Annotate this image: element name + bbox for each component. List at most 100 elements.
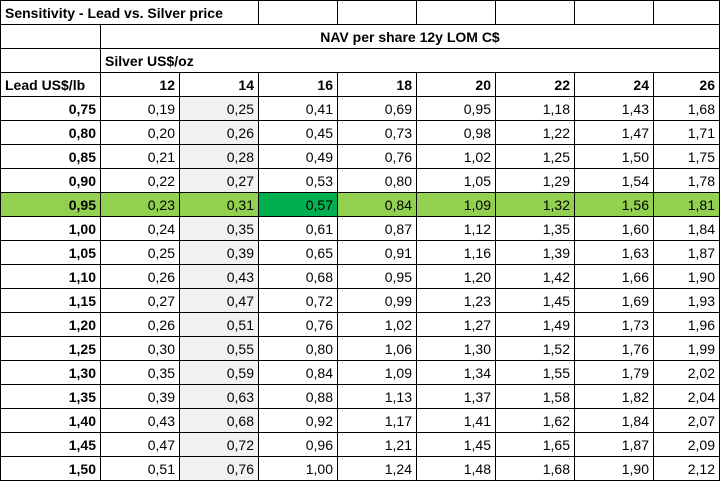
nav-value-cell[interactable]: 1,43 [574, 96, 654, 121]
nav-value-cell[interactable]: 0,57 [258, 192, 338, 217]
empty-cell[interactable] [0, 24, 101, 49]
nav-value-cell[interactable]: 1,50 [574, 144, 654, 169]
lead-price-cell[interactable]: 1,20 [0, 312, 101, 337]
nav-value-cell[interactable]: 1,06 [337, 336, 417, 361]
nav-value-cell[interactable]: 1,42 [495, 264, 575, 289]
nav-value-cell[interactable]: 0,68 [258, 264, 338, 289]
table-title[interactable]: Sensitivity - Lead vs. Silver price [0, 0, 259, 25]
lead-price-cell[interactable]: 1,05 [0, 240, 101, 265]
nav-value-cell[interactable]: 0,47 [179, 288, 259, 313]
lead-price-cell[interactable]: 1,40 [0, 408, 101, 433]
nav-value-cell[interactable]: 1,90 [574, 456, 654, 481]
nav-value-cell[interactable]: 1,78 [653, 168, 720, 193]
nav-value-cell[interactable]: 2,02 [653, 360, 720, 385]
nav-value-cell[interactable]: 0,35 [100, 360, 180, 385]
nav-value-cell[interactable]: 0,21 [100, 144, 180, 169]
nav-value-cell[interactable]: 1,47 [574, 120, 654, 145]
nav-value-cell[interactable]: 0,59 [179, 360, 259, 385]
nav-value-cell[interactable]: 0,45 [258, 120, 338, 145]
empty-cell[interactable] [574, 0, 654, 25]
silver-price-header[interactable]: 12 [100, 72, 180, 97]
nav-value-cell[interactable]: 0,76 [258, 312, 338, 337]
nav-value-cell[interactable]: 1,20 [416, 264, 496, 289]
nav-value-cell[interactable]: 0,98 [416, 120, 496, 145]
silver-price-header[interactable]: 16 [258, 72, 338, 97]
lead-price-cell[interactable]: 0,80 [0, 120, 101, 145]
nav-value-cell[interactable]: 1,62 [495, 408, 575, 433]
nav-value-cell[interactable]: 0,80 [337, 168, 417, 193]
nav-value-cell[interactable]: 1,45 [495, 288, 575, 313]
nav-value-cell[interactable]: 1,02 [337, 312, 417, 337]
nav-value-cell[interactable]: 0,51 [100, 456, 180, 481]
nav-value-cell[interactable]: 1,05 [416, 168, 496, 193]
nav-value-cell[interactable]: 1,90 [653, 264, 720, 289]
nav-value-cell[interactable]: 1,75 [653, 144, 720, 169]
nav-value-cell[interactable]: 1,60 [574, 216, 654, 241]
lead-axis-label[interactable]: Lead US$/lb [0, 72, 101, 97]
lead-price-cell[interactable]: 0,90 [0, 168, 101, 193]
nav-value-cell[interactable]: 1,73 [574, 312, 654, 337]
nav-value-cell[interactable]: 0,27 [100, 288, 180, 313]
nav-value-cell[interactable]: 1,24 [337, 456, 417, 481]
nav-value-cell[interactable]: 0,26 [100, 264, 180, 289]
nav-value-cell[interactable]: 1,84 [574, 408, 654, 433]
nav-value-cell[interactable]: 1,63 [574, 240, 654, 265]
nav-value-cell[interactable]: 1,29 [495, 168, 575, 193]
nav-value-cell[interactable]: 0,61 [258, 216, 338, 241]
silver-axis-label[interactable]: Silver US$/oz [100, 48, 720, 73]
nav-value-cell[interactable]: 1,39 [495, 240, 575, 265]
nav-value-cell[interactable]: 2,04 [653, 384, 720, 409]
nav-value-cell[interactable]: 0,95 [416, 96, 496, 121]
nav-value-cell[interactable]: 1,49 [495, 312, 575, 337]
nav-value-cell[interactable]: 1,23 [416, 288, 496, 313]
nav-value-cell[interactable]: 0,95 [337, 264, 417, 289]
nav-value-cell[interactable]: 1,87 [653, 240, 720, 265]
nav-value-cell[interactable]: 0,35 [179, 216, 259, 241]
nav-value-cell[interactable]: 1,17 [337, 408, 417, 433]
nav-value-cell[interactable]: 1,79 [574, 360, 654, 385]
silver-price-header[interactable]: 24 [574, 72, 654, 97]
silver-price-header[interactable]: 22 [495, 72, 575, 97]
nav-value-cell[interactable]: 1,35 [495, 216, 575, 241]
nav-value-cell[interactable]: 1,81 [653, 192, 720, 217]
nav-value-cell[interactable]: 0,84 [258, 360, 338, 385]
nav-value-cell[interactable]: 0,92 [258, 408, 338, 433]
nav-value-cell[interactable]: 0,84 [337, 192, 417, 217]
lead-price-cell[interactable]: 1,50 [0, 456, 101, 481]
nav-value-cell[interactable]: 0,68 [179, 408, 259, 433]
nav-value-cell[interactable]: 1,18 [495, 96, 575, 121]
nav-value-cell[interactable]: 2,09 [653, 432, 720, 457]
nav-value-cell[interactable]: 1,93 [653, 288, 720, 313]
nav-value-cell[interactable]: 0,43 [100, 408, 180, 433]
silver-price-header[interactable]: 14 [179, 72, 259, 97]
nav-header[interactable]: NAV per share 12y LOM C$ [100, 24, 720, 49]
nav-value-cell[interactable]: 1,66 [574, 264, 654, 289]
nav-value-cell[interactable]: 2,07 [653, 408, 720, 433]
lead-price-cell[interactable]: 1,45 [0, 432, 101, 457]
nav-value-cell[interactable]: 0,55 [179, 336, 259, 361]
nav-value-cell[interactable]: 1,41 [416, 408, 496, 433]
nav-value-cell[interactable]: 1,82 [574, 384, 654, 409]
nav-value-cell[interactable]: 0,63 [179, 384, 259, 409]
nav-value-cell[interactable]: 0,23 [100, 192, 180, 217]
nav-value-cell[interactable]: 0,87 [337, 216, 417, 241]
nav-value-cell[interactable]: 1,71 [653, 120, 720, 145]
nav-value-cell[interactable]: 1,68 [495, 456, 575, 481]
nav-value-cell[interactable]: 1,02 [416, 144, 496, 169]
nav-value-cell[interactable]: 0,28 [179, 144, 259, 169]
lead-price-cell[interactable]: 1,25 [0, 336, 101, 361]
nav-value-cell[interactable]: 0,72 [258, 288, 338, 313]
nav-value-cell[interactable]: 0,69 [337, 96, 417, 121]
nav-value-cell[interactable]: 1,52 [495, 336, 575, 361]
nav-value-cell[interactable]: 0,22 [100, 168, 180, 193]
nav-value-cell[interactable]: 0,72 [179, 432, 259, 457]
silver-price-header[interactable]: 20 [416, 72, 496, 97]
empty-cell[interactable] [653, 0, 720, 25]
lead-price-cell[interactable]: 1,35 [0, 384, 101, 409]
nav-value-cell[interactable]: 1,09 [416, 192, 496, 217]
nav-value-cell[interactable]: 0,49 [258, 144, 338, 169]
nav-value-cell[interactable]: 0,30 [100, 336, 180, 361]
nav-value-cell[interactable]: 0,65 [258, 240, 338, 265]
empty-cell[interactable] [0, 48, 101, 73]
empty-cell[interactable] [416, 0, 496, 25]
